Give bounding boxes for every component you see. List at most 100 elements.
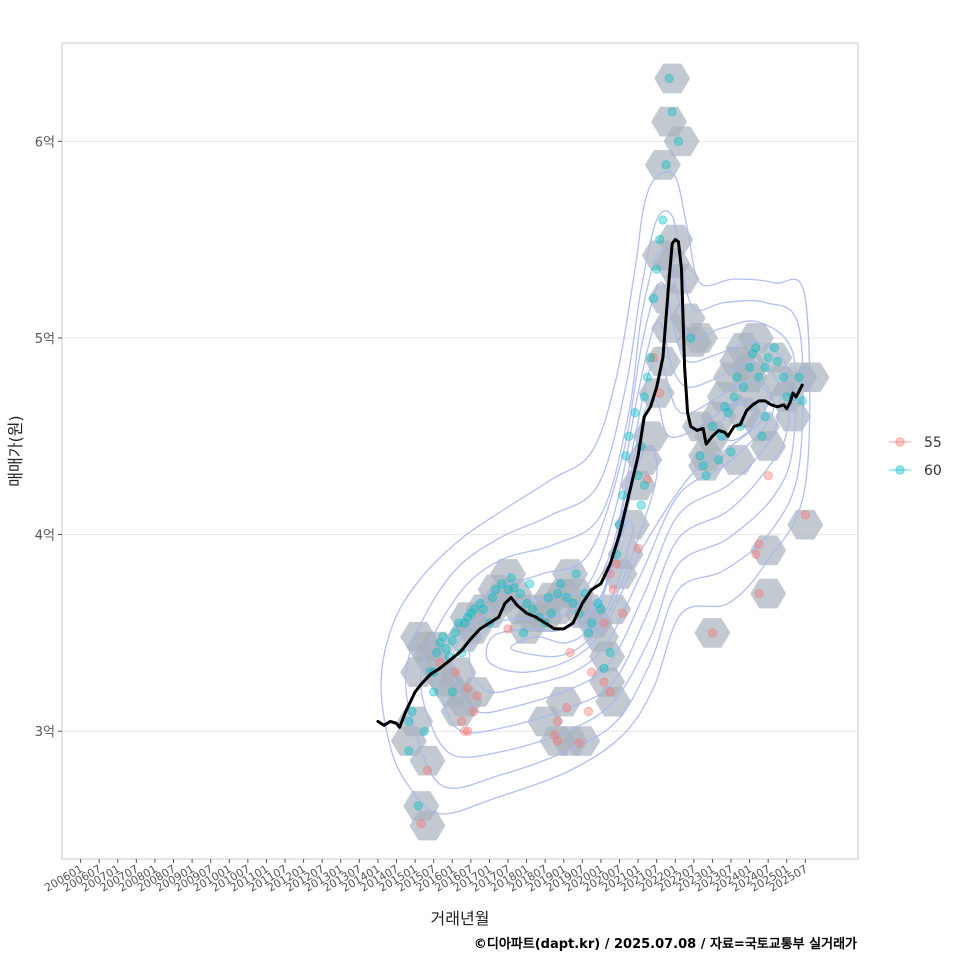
- point-60: [714, 455, 724, 465]
- point-60: [491, 585, 501, 595]
- point-60: [587, 618, 597, 628]
- point-60: [487, 592, 498, 603]
- point-60: [645, 353, 656, 363]
- point-60: [450, 628, 460, 638]
- point-60: [658, 215, 668, 225]
- point-55: [503, 624, 513, 634]
- hex-bin: [688, 450, 725, 481]
- point-60: [655, 235, 665, 245]
- point-60: [518, 628, 529, 638]
- point-55: [648, 353, 659, 363]
- point-60: [779, 372, 789, 382]
- density-contour: [468, 360, 775, 694]
- point-55: [552, 716, 563, 726]
- point-55: [587, 667, 597, 677]
- y-axis-ticks: 3억 4억 5억 6억: [35, 135, 62, 740]
- point-60: [757, 431, 767, 441]
- point-60: [571, 569, 581, 579]
- point-55: [751, 549, 761, 559]
- y-tick-label: 4억: [35, 529, 55, 544]
- point-60: [751, 343, 761, 353]
- x-axis-title: 거래년월: [431, 909, 490, 928]
- point-60: [707, 421, 718, 432]
- point-60: [546, 608, 556, 618]
- point-60: [664, 73, 674, 83]
- point-60: [667, 107, 677, 117]
- point-60: [497, 579, 507, 589]
- point-60: [732, 372, 742, 382]
- point-60: [447, 636, 457, 646]
- hex-bin: [648, 283, 684, 314]
- hex-bin: [409, 810, 446, 841]
- point-60: [438, 632, 448, 642]
- density-contour: [435, 281, 791, 734]
- legend-label: 60: [924, 463, 942, 479]
- x-axis-ticks: 2006012006072007012007072008012008072009…: [42, 859, 810, 895]
- y-tick-label: 6억: [35, 135, 55, 150]
- point-55: [422, 765, 433, 776]
- point-60: [797, 396, 807, 406]
- point-60: [763, 353, 773, 363]
- density-contour: [485, 398, 767, 673]
- point-55: [450, 667, 460, 677]
- point-60: [562, 592, 572, 603]
- point-60: [698, 461, 708, 471]
- point-60: [760, 362, 770, 373]
- point-55: [618, 608, 628, 618]
- density-contour: [420, 248, 797, 758]
- source-caption: ©디아파트(dapt.kr) / 2025.07.08 / 자료=국토교통부 실…: [474, 936, 857, 952]
- point-60: [469, 604, 479, 614]
- point-55: [599, 618, 609, 628]
- point-60: [738, 382, 749, 392]
- point-60: [419, 726, 429, 736]
- trend-line: [376, 238, 804, 729]
- point-60: [621, 451, 631, 461]
- point-55: [599, 677, 609, 687]
- point-55: [707, 628, 718, 638]
- point-55: [633, 543, 643, 553]
- point-60: [794, 372, 804, 382]
- point-60: [661, 160, 671, 170]
- y-tick-label: 3억: [35, 725, 55, 740]
- point-55: [754, 588, 764, 599]
- y-tick-label: 5억: [35, 332, 55, 347]
- point-60: [528, 604, 538, 614]
- point-60: [729, 392, 739, 402]
- point-60: [726, 447, 736, 457]
- point-60: [509, 583, 519, 593]
- y-axis-title: 매매가(원): [6, 415, 25, 486]
- hex-bin: [545, 686, 582, 717]
- hex-bin: [638, 378, 675, 408]
- point-60: [605, 647, 615, 658]
- point-60: [453, 618, 464, 628]
- point-60: [447, 687, 457, 697]
- hex-bin: [750, 578, 787, 609]
- point-60: [429, 687, 439, 697]
- point-60: [652, 264, 662, 274]
- point-55: [611, 559, 622, 569]
- hex-bin: [595, 594, 632, 625]
- point-55: [472, 691, 482, 701]
- point-60: [624, 431, 634, 441]
- point-55: [754, 539, 764, 549]
- point-55: [416, 819, 426, 829]
- point-60: [525, 579, 535, 589]
- density-contour: [581, 520, 634, 632]
- point-60: [630, 408, 640, 418]
- point-55: [565, 647, 575, 658]
- point-55: [574, 738, 584, 748]
- point-60: [642, 372, 652, 382]
- hex-bin: [654, 63, 691, 94]
- point-60: [760, 411, 770, 422]
- trend-line-path: [376, 238, 804, 729]
- scatter-points: [404, 73, 810, 829]
- point-55: [456, 716, 467, 726]
- point-60: [432, 647, 442, 658]
- point-55: [562, 702, 572, 713]
- point-60: [754, 372, 764, 382]
- legend-label: 55: [924, 435, 942, 451]
- point-60: [568, 598, 578, 608]
- point-60: [695, 451, 705, 461]
- point-55: [763, 470, 773, 481]
